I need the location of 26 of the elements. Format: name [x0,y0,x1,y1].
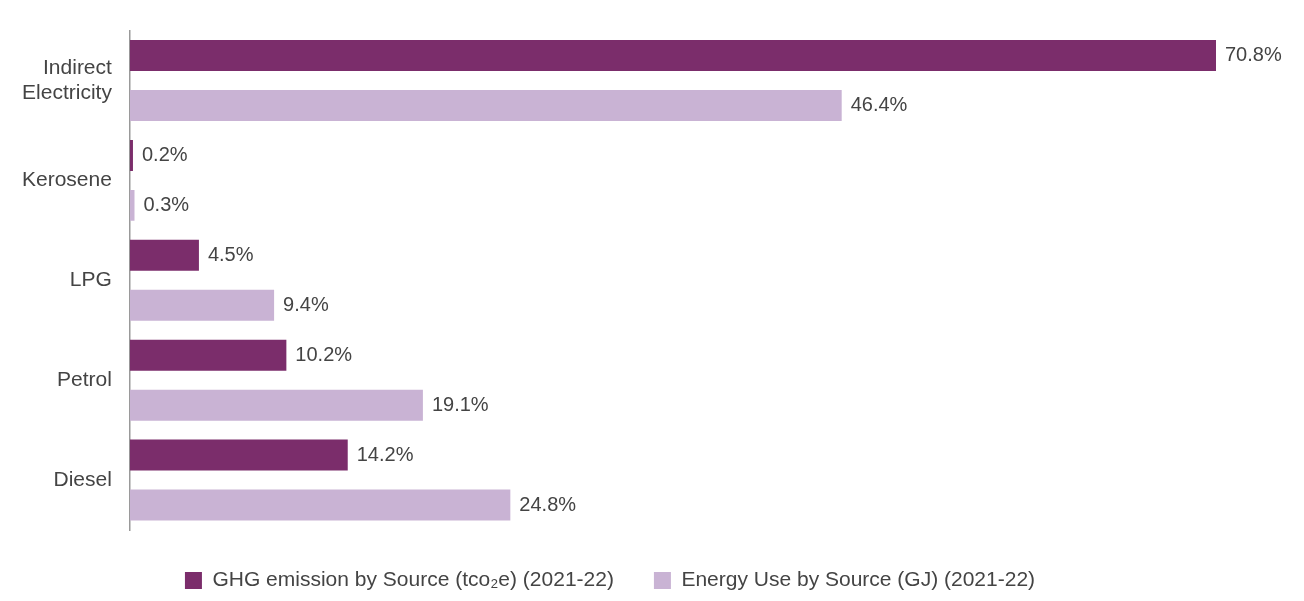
y-tick-label: Indirect Electricity [22,54,113,103]
bar [129,90,842,121]
data-label: 24.8% [519,492,577,515]
bar [129,40,1216,72]
bar [129,489,511,521]
data-label: 9.4% [283,292,329,315]
data-label: 10.2% [295,342,353,365]
legend-label: GHG emission by Source (tco₂e) (2021-22) [212,567,614,591]
bar [129,289,275,321]
bar [129,239,199,271]
bar [129,139,133,171]
data-label: 70.8% [1225,43,1282,66]
data-label: 0.3% [143,192,190,215]
y-tick-label: LPG [69,267,112,291]
data-label: 4.5% [207,242,254,265]
data-label: 19.1% [431,392,489,415]
y-tick-label: Diesel [53,466,112,490]
bar [129,439,348,471]
legend-label: Energy Use by Source (GJ) (2021-22) [681,567,1036,591]
bar [129,389,423,421]
y-tick-label: Petrol [57,366,112,390]
data-label: 46.4% [850,93,908,116]
data-label: 14.2% [356,442,414,465]
data-label: 0.2% [141,142,188,165]
y-tick-label: Kerosene [21,167,112,191]
bar [129,339,287,371]
